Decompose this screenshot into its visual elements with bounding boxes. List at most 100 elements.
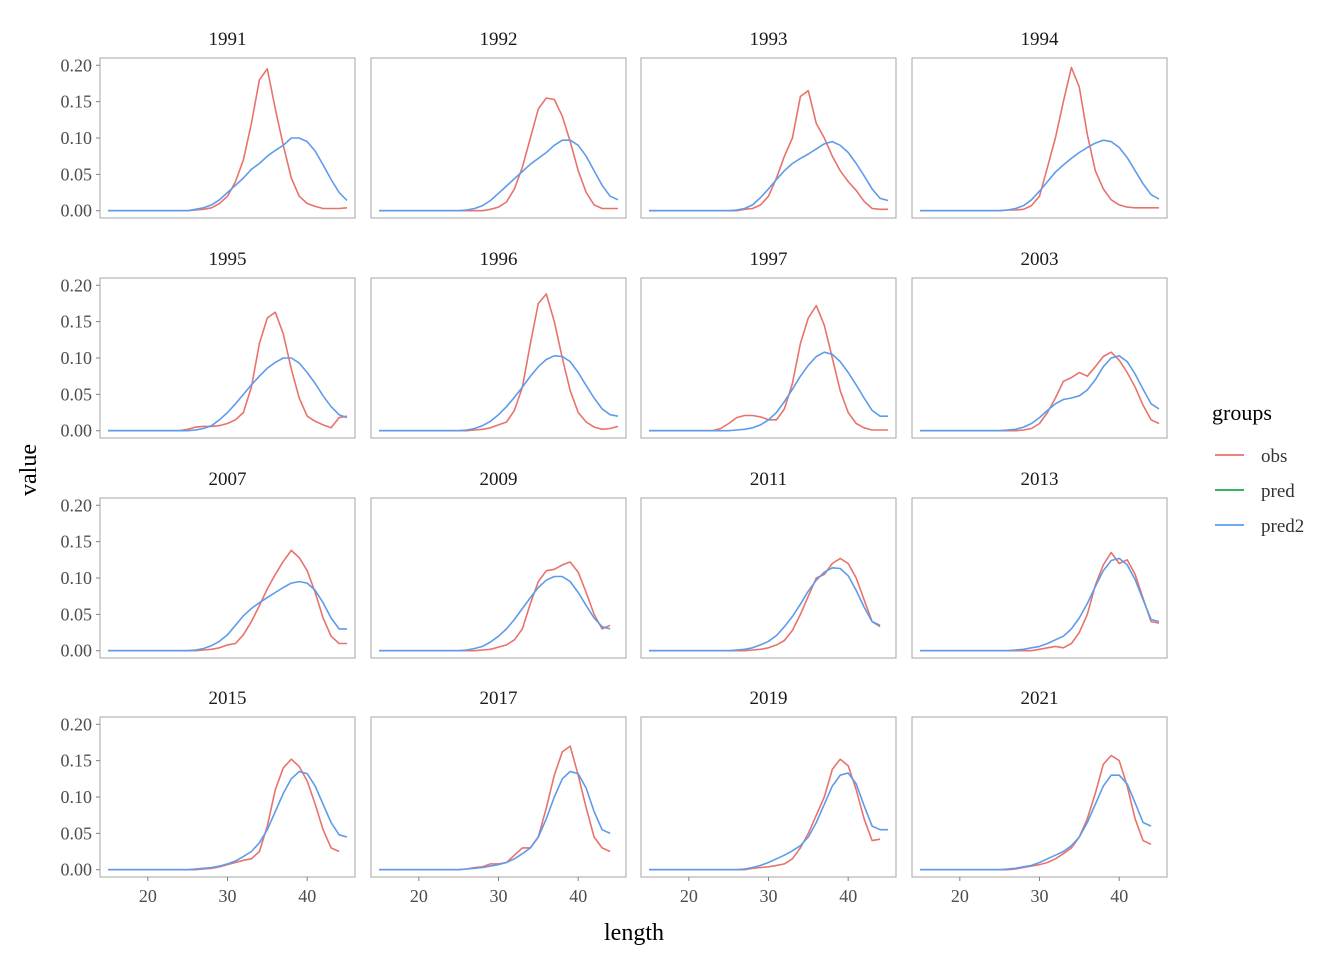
series-line-obs	[649, 304, 888, 432]
series-line-obs	[108, 549, 347, 652]
panel-title: 1991	[209, 29, 247, 50]
series-line-pred2	[379, 575, 611, 652]
series-line-pred2	[920, 557, 1160, 652]
panel-title: 2011	[750, 469, 787, 490]
x-tick-label: 20	[139, 886, 157, 906]
panel-2021: 2021 20 30 40	[911, 688, 1168, 906]
y-tick-label: 0.00	[61, 201, 93, 221]
panel-title: 2021	[1021, 688, 1059, 709]
y-tick-label: 0.10	[61, 348, 93, 368]
panels-group: 1991 0.00 0.05 0.10 0.15 0.20 1992 1993 1994 1995…	[61, 29, 1168, 906]
panel-border	[370, 716, 627, 878]
panel-1994: 1994	[911, 29, 1168, 219]
series-line-pred2	[108, 357, 348, 432]
series-line-pred2	[920, 139, 1160, 212]
x-tick-label: 40	[569, 886, 587, 906]
panel-2019: 2019 20 30 40	[640, 688, 897, 906]
legend-label-obs: obs	[1261, 446, 1287, 467]
y-tick-label: 0.05	[61, 164, 93, 184]
legend-label-pred: pred	[1261, 481, 1295, 502]
panel-title: 1995	[209, 249, 247, 270]
y-tick-label: 0.05	[61, 384, 93, 404]
panel-border	[911, 716, 1168, 878]
series-line-obs	[379, 293, 619, 432]
series-line-obs	[108, 311, 348, 432]
y-tick-label: 0.20	[61, 55, 93, 75]
panel-title: 2009	[480, 469, 518, 490]
y-tick-label: 0.20	[61, 275, 93, 295]
panel-2003: 2003	[911, 249, 1168, 439]
y-tick-label: 0.15	[61, 532, 93, 552]
series-line-pred2	[649, 772, 888, 871]
panel-2011: 2011	[640, 469, 897, 659]
series-line-pred2	[649, 351, 888, 432]
panel-1996: 1996	[370, 249, 627, 439]
panel-title: 2015	[209, 688, 247, 709]
panel-title: 1993	[750, 29, 788, 50]
series-line-pred2	[920, 355, 1160, 432]
series-line-pred2	[649, 567, 881, 652]
y-tick-label: 0.15	[61, 312, 93, 332]
y-tick-label: 0.05	[61, 823, 93, 843]
panel-1997: 1997	[640, 249, 897, 439]
panel-border	[640, 57, 897, 219]
x-tick-label: 40	[1110, 886, 1128, 906]
panel-1991: 1991 0.00 0.05 0.10 0.15 0.20	[61, 29, 356, 221]
panel-border	[640, 277, 897, 439]
panel-1995: 1995 0.00 0.05 0.10 0.15 0.20	[61, 249, 356, 441]
panel-2015: 2015 0.00 0.05 0.10 0.15 0.20 20 30 40	[61, 688, 356, 906]
panel-title: 1996	[480, 249, 518, 270]
x-tick-label: 20	[680, 886, 698, 906]
x-tick-label: 40	[839, 886, 857, 906]
series-line-pred2	[379, 139, 619, 212]
y-tick-label: 0.00	[61, 641, 93, 661]
panel-border	[640, 716, 897, 878]
panel-border	[99, 57, 356, 219]
x-tick-label: 30	[1031, 886, 1049, 906]
panel-title: 2013	[1021, 469, 1059, 490]
series-line-obs	[108, 68, 348, 212]
y-tick-label: 0.15	[61, 92, 93, 112]
panel-title: 2003	[1021, 249, 1059, 270]
panel-border	[370, 497, 627, 659]
x-tick-label: 20	[410, 886, 428, 906]
x-tick-label: 30	[760, 886, 778, 906]
series-line-obs	[379, 97, 618, 212]
y-tick-label: 0.10	[61, 128, 93, 148]
panel-title: 2007	[209, 469, 247, 490]
panel-border	[911, 497, 1168, 659]
series-line-obs	[379, 561, 611, 652]
y-tick-label: 0.10	[61, 787, 93, 807]
panel-title: 2019	[750, 688, 788, 709]
panel-title: 1992	[480, 29, 518, 50]
panel-1992: 1992	[370, 29, 627, 219]
legend-label-pred2: pred2	[1261, 516, 1304, 537]
panel-border	[99, 277, 356, 439]
panel-border	[640, 497, 897, 659]
panel-title: 2017	[480, 688, 518, 709]
x-tick-label: 30	[219, 886, 237, 906]
series-line-obs	[649, 89, 888, 212]
panel-2007: 2007 0.00 0.05 0.10 0.15 0.20	[61, 469, 356, 661]
panel-title: 1997	[750, 249, 788, 270]
panel-border	[99, 497, 356, 659]
panel-border	[370, 277, 627, 439]
series-line-pred2	[649, 140, 889, 212]
series-line-obs	[920, 66, 1159, 212]
legend: groups obs pred pred2	[1212, 400, 1304, 537]
panel-title: 1994	[1021, 29, 1060, 50]
x-tick-label: 30	[490, 886, 508, 906]
series-line-pred2	[379, 355, 619, 432]
panel-border	[911, 277, 1168, 439]
series-line-obs	[920, 551, 1160, 652]
panel-border	[370, 57, 627, 219]
series-line-pred2	[108, 137, 348, 212]
series-line-pred2	[108, 580, 347, 652]
series-line-pred2	[379, 770, 611, 871]
panel-1993: 1993	[640, 29, 897, 219]
panel-2013: 2013	[911, 469, 1168, 659]
series-line-obs	[649, 557, 881, 652]
series-line-pred2	[920, 774, 1152, 871]
x-tick-label: 40	[298, 886, 316, 906]
